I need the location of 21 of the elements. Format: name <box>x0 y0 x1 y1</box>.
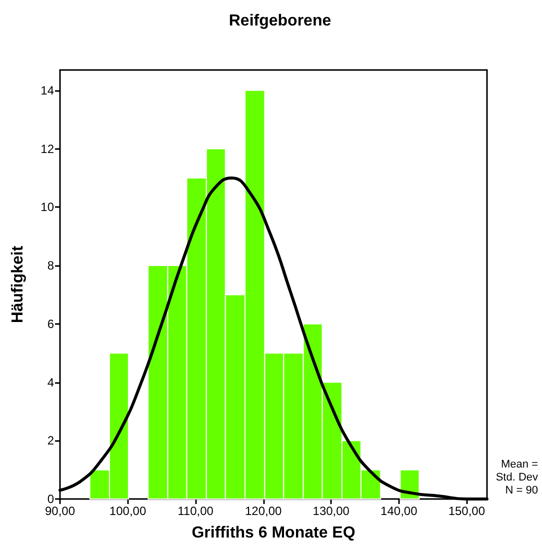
x-tick-label: 150,00 <box>448 504 486 518</box>
y-tick-label: 0 <box>47 492 54 506</box>
y-tick-label: 12 <box>40 142 54 156</box>
x-axis-title: Griffiths 6 Monate EQ <box>192 524 356 542</box>
x-tick-label: 120,00 <box>244 504 282 518</box>
x-tick-label: 130,00 <box>312 504 350 518</box>
text: N = 90 <box>505 484 538 496</box>
x-tick-label: 90,00 <box>44 504 76 518</box>
text: Std. Dev <box>496 472 538 484</box>
y-tick-label: 8 <box>47 258 54 273</box>
y-tick-label: 14 <box>40 83 54 98</box>
x-tick-label: 100,00 <box>109 504 146 518</box>
y-tick-label: 6 <box>47 316 54 331</box>
y-axis-title: Häufigkeit <box>10 245 26 324</box>
chart-title: Reifgeborene <box>228 12 332 30</box>
x-tick-label: 110,00 <box>178 504 214 518</box>
text: Mean = <box>501 458 538 470</box>
y-tick-label: 10 <box>40 200 54 214</box>
x-tick-label: 140,00 <box>380 504 418 518</box>
y-tick-label: 2 <box>47 434 54 448</box>
y-tick-label: 4 <box>47 375 54 390</box>
